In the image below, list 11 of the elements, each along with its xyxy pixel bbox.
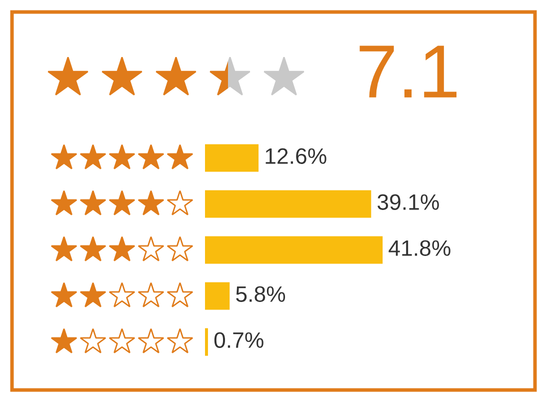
bar [205, 236, 383, 264]
bar [205, 282, 230, 310]
bar [205, 328, 208, 356]
bar [205, 190, 372, 218]
data-label: 12.6% [266, 148, 326, 164]
data-label: 0.7% [214, 332, 264, 348]
bar [205, 144, 259, 172]
data-label: 5.8% [236, 286, 286, 302]
data-label: 39.1% [378, 194, 439, 210]
data-label: 41.8% [388, 240, 450, 256]
chart-title: 7.1 [360, 46, 456, 98]
